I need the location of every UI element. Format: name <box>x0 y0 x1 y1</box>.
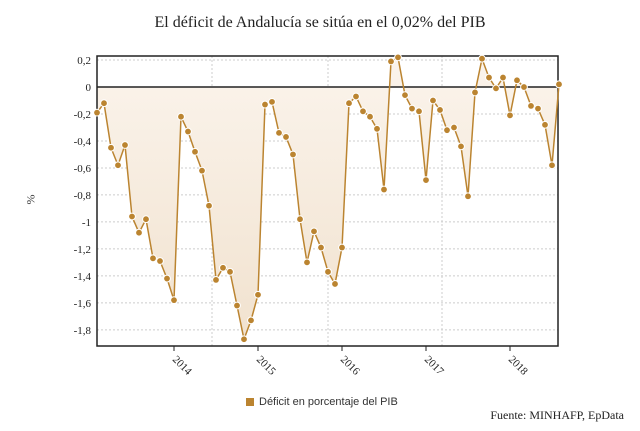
data-point <box>212 276 220 284</box>
data-point <box>387 57 395 66</box>
data-point <box>100 99 108 108</box>
data-point <box>205 201 213 210</box>
data-point <box>198 166 206 175</box>
data-point <box>128 212 136 221</box>
y-tick-label: -0,8 <box>74 190 92 202</box>
data-point <box>548 161 556 170</box>
x-tick-label: 2017 <box>422 354 446 378</box>
data-point <box>156 257 164 265</box>
y-tick-label: -1 <box>82 217 91 229</box>
data-point <box>527 102 535 110</box>
data-point <box>275 128 283 137</box>
data-point <box>324 267 332 276</box>
data-point <box>506 111 514 120</box>
data-point <box>247 316 255 325</box>
data-point <box>443 126 451 135</box>
y-tick-label: -0,6 <box>74 163 92 175</box>
x-tick-label: 2014 <box>170 354 194 378</box>
plot-frame <box>96 55 559 347</box>
data-point <box>450 123 458 132</box>
data-point <box>121 141 129 149</box>
data-point <box>282 133 290 141</box>
data-point <box>107 143 115 152</box>
y-tick-label: -1,4 <box>74 271 92 283</box>
y-tick-label: -0,2 <box>74 109 91 121</box>
data-point <box>436 106 444 114</box>
data-point <box>485 73 493 82</box>
data-point <box>114 161 122 170</box>
data-point <box>261 100 269 109</box>
data-point <box>478 54 486 63</box>
data-point <box>457 142 465 151</box>
data-point <box>191 147 199 156</box>
data-point <box>163 274 171 283</box>
data-point <box>254 290 262 299</box>
data-point <box>359 107 367 116</box>
x-tick-label: 2016 <box>338 354 362 378</box>
y-tick-label: 0 <box>86 82 92 94</box>
x-tick-label: 2018 <box>506 354 530 378</box>
data-point <box>541 120 549 129</box>
data-point <box>219 263 227 272</box>
data-point <box>464 192 472 201</box>
data-point <box>373 124 381 133</box>
data-point <box>310 227 318 236</box>
data-point <box>177 112 185 121</box>
data-point <box>233 301 241 310</box>
data-point <box>429 96 437 105</box>
data-point <box>380 185 388 194</box>
y-tick-label: -1,6 <box>74 298 92 310</box>
series-area <box>97 57 559 340</box>
data-point <box>555 80 563 89</box>
data-point <box>492 84 500 93</box>
legend[interactable]: Déficit en porcentaje del PIB <box>246 396 398 408</box>
data-point <box>345 99 353 108</box>
data-point <box>366 112 374 121</box>
legend-swatch <box>246 398 254 406</box>
data-point <box>338 243 346 252</box>
data-point <box>142 215 150 224</box>
data-point <box>317 243 325 252</box>
chart-title: El déficit de Andalucía se sitúa en el 0… <box>154 14 486 31</box>
data-point <box>499 73 507 82</box>
data-point <box>331 280 339 288</box>
data-point <box>401 91 409 100</box>
data-point <box>240 335 248 344</box>
data-point <box>303 258 311 267</box>
data-point <box>394 53 402 62</box>
data-point <box>226 267 234 276</box>
data-point <box>520 83 528 91</box>
data-point <box>471 88 479 97</box>
data-point <box>170 296 178 305</box>
data-point <box>296 215 304 224</box>
data-point <box>352 92 360 101</box>
data-point <box>93 108 101 117</box>
data-point <box>513 76 521 85</box>
data-point <box>422 176 430 184</box>
data-point <box>268 97 276 106</box>
y-tick-label: 0,2 <box>77 55 91 67</box>
data-point <box>149 254 157 263</box>
data-point <box>415 107 423 116</box>
data-point <box>408 104 416 113</box>
x-tick-label: 2015 <box>254 354 278 378</box>
data-point <box>135 228 143 237</box>
data-point <box>534 104 542 113</box>
data-point <box>289 150 297 159</box>
data-point <box>184 127 192 136</box>
y-tick-label: -1,8 <box>74 325 92 337</box>
legend-label: Déficit en porcentaje del PIB <box>259 396 398 408</box>
source-note: Fuente: MINHAFP, EpData <box>490 408 624 422</box>
y-tick-label: -0,4 <box>74 136 92 148</box>
y-tick-label: -1,2 <box>74 244 91 256</box>
